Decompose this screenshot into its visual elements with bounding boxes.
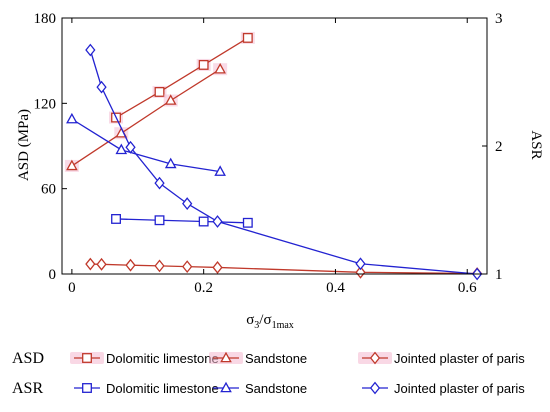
data-point (355, 265, 366, 279)
data-point (96, 80, 107, 94)
legend-marker (220, 351, 232, 363)
data-point (66, 112, 78, 124)
data-point (125, 140, 136, 154)
data-point (164, 94, 177, 105)
legend-marker (82, 353, 92, 363)
data-point (96, 257, 107, 271)
data-point (115, 143, 128, 155)
legend-marker (82, 383, 92, 393)
legend-entry-label: Sandstone (245, 381, 307, 396)
legend-marker (220, 381, 232, 393)
legend-marker (369, 381, 381, 395)
series-asr-jointed-plaster-of-paris (85, 43, 483, 281)
data-point (214, 62, 226, 74)
y-axis-left-label: ASD (MPa) (16, 109, 32, 181)
plot-frame (61, 17, 488, 275)
y-axis-right-label: ASR (528, 130, 544, 159)
data-point (154, 259, 165, 273)
legend-entry-label: Dolomitic limestone (106, 351, 219, 366)
x-tick-label: 0.6 (458, 280, 477, 296)
series-line (71, 68, 221, 167)
axes: 0 0.2 0.4 0.6 0 60 120 180 1 2 3 (34, 11, 503, 296)
y-left-tick-label: 120 (34, 96, 57, 112)
legend-entry-label: Jointed plaster of paris (394, 381, 525, 396)
data-point (125, 258, 136, 272)
series-asd-sandstone (64, 62, 228, 172)
series-asr-sandstone (66, 112, 226, 176)
data-point (182, 197, 193, 211)
data-point (111, 214, 121, 224)
data-point (242, 32, 253, 43)
data-point (198, 59, 209, 70)
data-point (198, 216, 209, 227)
series-line (89, 49, 478, 275)
data-point (212, 215, 223, 228)
plot-area (64, 31, 483, 281)
data-point (242, 217, 253, 228)
data-point (214, 165, 226, 176)
legend-group-label: ASR (12, 380, 43, 397)
y-left-tick-label: 180 (34, 11, 57, 27)
series-asr-dolomitic-limestone (111, 214, 253, 228)
x-tick-label: 0.2 (194, 280, 213, 296)
series-line (71, 118, 221, 173)
data-point (66, 159, 78, 171)
legend-entry-label: Dolomitic limestone (106, 381, 219, 396)
data-point (212, 261, 223, 274)
data-point (182, 260, 193, 274)
y-left-tick-label: 0 (49, 267, 57, 283)
x-tick-label: 0.4 (326, 280, 345, 296)
series-line (116, 218, 248, 224)
y-right-tick-label: 1 (495, 267, 503, 283)
data-point (355, 257, 366, 271)
data-point (154, 176, 165, 190)
legend-marker (369, 351, 381, 365)
legend-entry-label: Jointed plaster of paris (394, 351, 525, 366)
legend-group-label: ASD (12, 350, 44, 367)
y-left-tick-label: 60 (41, 182, 56, 198)
x-tick-label: 0 (68, 280, 76, 296)
series-line (115, 37, 249, 119)
data-point (85, 257, 96, 271)
x-axis-label: σ3/σ1max (246, 312, 294, 331)
series-asd-dolomitic-limestone (109, 31, 255, 124)
legend-entry-label: Sandstone (245, 351, 307, 366)
legend: ASD Dolomitic limestone Sandstone Jointed p… (12, 350, 525, 397)
data-point (154, 87, 165, 97)
y-right-tick-label: 3 (495, 11, 503, 27)
data-point (154, 215, 165, 226)
data-point (85, 43, 96, 57)
data-point (164, 157, 177, 169)
y-right-tick-label: 2 (495, 139, 503, 155)
